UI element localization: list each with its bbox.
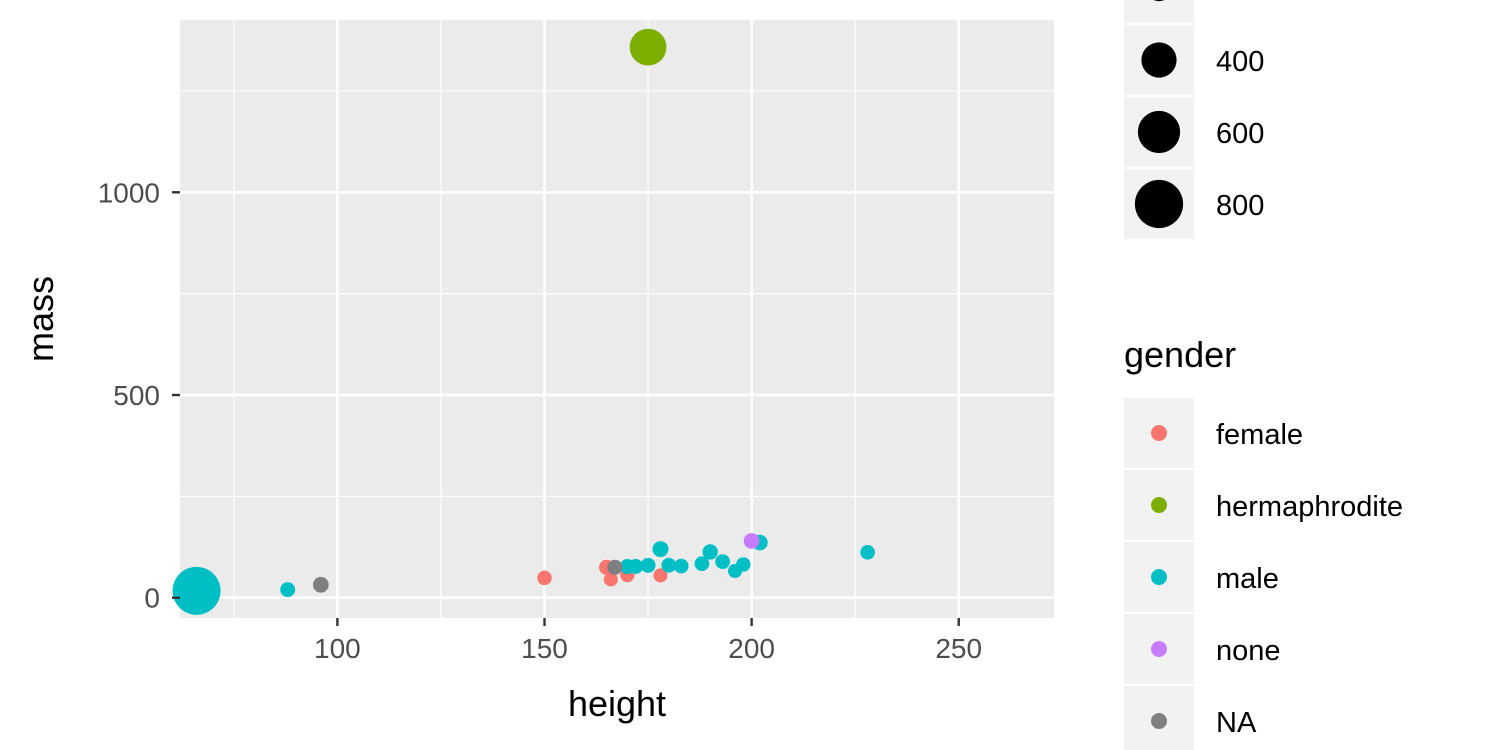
size-legend-symbol	[1137, 110, 1181, 154]
color-legend-label: female	[1216, 419, 1303, 451]
data-point-male	[661, 557, 677, 573]
x-tick-label: 150	[521, 633, 568, 664]
y-axis: 0 500 1000	[98, 177, 180, 614]
size-legend-symbol	[1134, 179, 1184, 229]
data-point-male	[694, 556, 710, 572]
data-point-female	[537, 570, 552, 586]
y-tick-label: 0	[144, 583, 160, 614]
color-legend-symbol	[1151, 641, 1167, 657]
data-point-male	[280, 582, 296, 598]
data-point-male	[673, 558, 689, 574]
size-legend-label: 800	[1216, 190, 1264, 222]
size-legend-label: 600	[1216, 118, 1264, 150]
x-tick-label: 250	[935, 633, 982, 664]
size-legend-symbol	[1141, 42, 1177, 78]
x-axis-title: height	[568, 683, 666, 724]
data-point-male	[640, 557, 656, 573]
color-legend-symbol	[1151, 425, 1167, 441]
x-tick-label: 200	[728, 633, 775, 664]
data-point-hermaphrodite	[629, 28, 667, 66]
y-tick-label: 1000	[98, 177, 160, 208]
color-legend-symbol	[1151, 713, 1167, 729]
data-point-none	[743, 533, 760, 549]
color-legend-title: gender	[1124, 334, 1236, 375]
data-point-na	[607, 559, 623, 575]
size-legend-label: 200	[1216, 0, 1264, 6]
grid-minor	[180, 20, 1054, 618]
data-point-male	[736, 557, 751, 572]
size-legend-symbol	[1153, 0, 1165, 2]
color-legend-label: none	[1216, 635, 1281, 667]
color-legend-symbol	[1151, 497, 1167, 513]
data-point-male	[652, 541, 669, 558]
data-point-male	[702, 544, 718, 560]
data-point-male	[860, 545, 875, 560]
data-point-female	[653, 568, 668, 583]
y-tick-label: 500	[113, 380, 160, 411]
color-legend-symbol	[1151, 569, 1167, 585]
x-axis: 100 150 200 250	[314, 618, 982, 664]
color-legend-label: NA	[1216, 707, 1257, 739]
color-legend-label: male	[1216, 563, 1279, 595]
data-point-male	[172, 566, 221, 615]
data-point-female	[603, 572, 618, 587]
data-point-male	[715, 554, 731, 570]
size-legend: 200 400 600 800	[1124, 0, 1264, 239]
size-legend-key	[1124, 0, 1194, 23]
size-legend-label: 400	[1216, 46, 1264, 78]
data-point-na	[312, 576, 329, 593]
color-legend: female hermaphrodite male none NA	[1124, 398, 1403, 750]
grid-major	[180, 20, 1054, 618]
plot-panel	[180, 20, 1054, 618]
y-axis-title: mass	[20, 276, 61, 362]
data-points	[172, 28, 875, 615]
data-point-male	[628, 559, 644, 574]
color-legend-label: hermaphrodite	[1216, 491, 1403, 523]
x-tick-label: 100	[314, 633, 361, 664]
